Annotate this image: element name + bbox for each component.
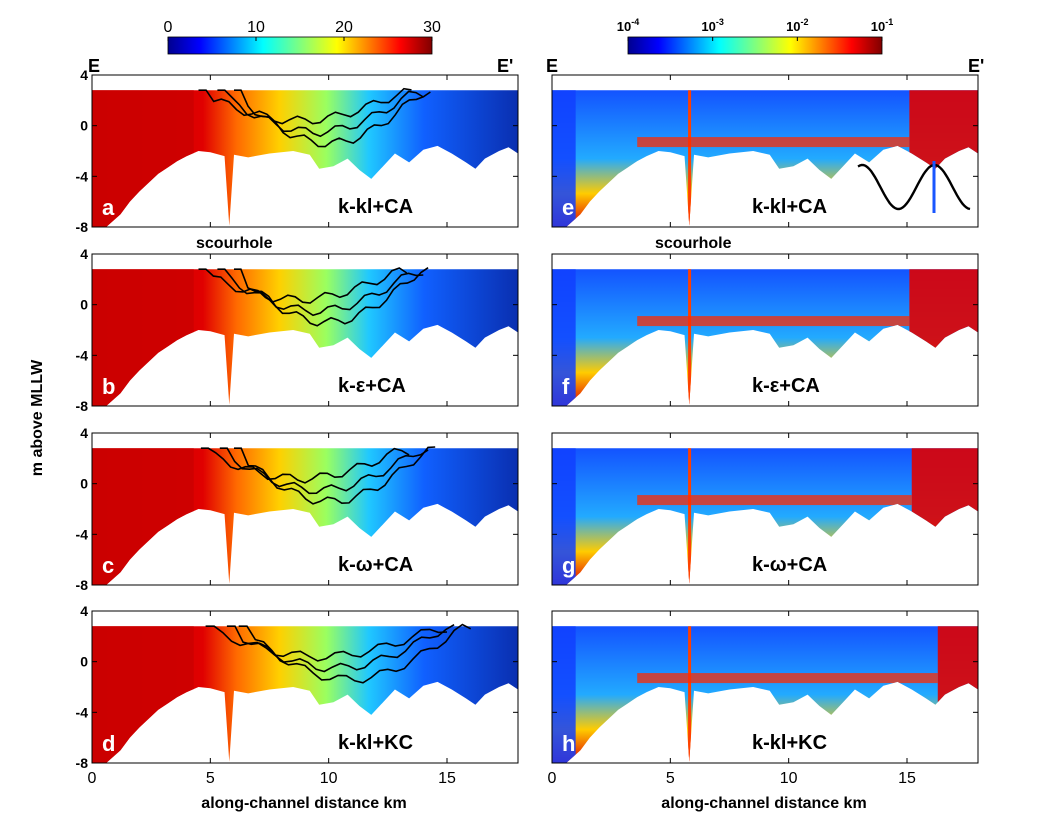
diffusivity-colorbar-label: 10-2 xyxy=(786,17,808,34)
x-tick-label: 5 xyxy=(206,770,215,787)
panel-letter: d xyxy=(102,731,115,756)
x-tick-label: 0 xyxy=(88,770,97,787)
panel-letter: c xyxy=(102,553,114,578)
diffusivity-colorbar-label: 10-4 xyxy=(617,17,639,34)
endpoint-left-salinity: E xyxy=(88,56,100,76)
isohaline xyxy=(200,447,410,484)
diffusivity-colorbar-label: 10-3 xyxy=(701,17,723,34)
model-label: k-ε+CA xyxy=(752,375,820,397)
y-tick-label: 4 xyxy=(80,425,88,441)
y-tick-label: -4 xyxy=(76,526,89,542)
salinity-colorbar-label: 30 xyxy=(423,19,441,36)
tide-curve xyxy=(857,163,971,211)
axes-frame xyxy=(551,610,979,764)
panel-letter: g xyxy=(562,553,575,578)
model-label: k-ε+CA xyxy=(338,375,406,397)
isohaline xyxy=(198,267,408,304)
heatmap-field xyxy=(92,626,518,763)
y-tick-label: -8 xyxy=(76,755,89,771)
axes-frame xyxy=(551,253,979,407)
model-label: k-ω+CA xyxy=(338,554,413,576)
model-label: k-kl+CA xyxy=(752,196,827,218)
panel-b: 4 0 -4 -8 b k-ε+CA xyxy=(76,246,519,414)
y-tick-label: -8 xyxy=(76,577,89,593)
scourhole-label-left: scourhole xyxy=(196,235,273,252)
x-tick-label: 5 xyxy=(666,770,675,787)
y-tick-label: 0 xyxy=(80,654,88,670)
isohaline xyxy=(217,268,424,317)
panel-letter: e xyxy=(562,195,574,220)
model-label: k-kl+KC xyxy=(338,732,413,754)
y-tick-label: 0 xyxy=(80,476,88,492)
panel-letter: h xyxy=(562,731,575,756)
y-tick-label: 4 xyxy=(80,67,88,83)
isohaline xyxy=(234,446,436,505)
y-tick-label: 0 xyxy=(80,118,88,134)
y-axis-label: m above MLLW xyxy=(29,359,46,476)
y-tick-label: -4 xyxy=(76,704,89,720)
axes-frame xyxy=(91,610,519,764)
y-tick-label: 4 xyxy=(80,246,88,262)
isohaline xyxy=(217,89,424,138)
salinity-colorbar: 0 10 20 30 xyxy=(164,19,441,55)
model-label: k-kl+CA xyxy=(338,196,413,218)
y-tick-label: 4 xyxy=(80,603,88,619)
y-tick-label: -4 xyxy=(76,168,89,184)
y-tick-label: 0 xyxy=(80,297,88,313)
salinity-colorbar-label: 0 xyxy=(164,19,173,36)
diffusivity-colorbar: 10-4 10-3 10-2 10-1 xyxy=(617,17,893,55)
axes-frame xyxy=(91,253,519,407)
salinity-colorbar-label: 20 xyxy=(335,19,353,36)
panel-c: 4 0 -4 -8 c k-ω+CA xyxy=(76,425,519,593)
panel-e: e k-kl+CA xyxy=(551,74,979,228)
x-axis-label-left: along-channel distance km xyxy=(201,795,406,812)
x-tick-label: 0 xyxy=(548,770,557,787)
panel-letter: b xyxy=(102,374,115,399)
isohaline xyxy=(198,87,412,125)
isohaline xyxy=(234,267,429,327)
axes-frame xyxy=(551,432,979,586)
axes-frame xyxy=(91,432,519,586)
heatmap-field xyxy=(92,269,518,406)
x-tick-label: 10 xyxy=(780,770,798,787)
axes-frame xyxy=(91,74,519,228)
panel-letter: f xyxy=(562,374,570,399)
x-axis-label-right: along-channel distance km xyxy=(661,795,866,812)
isohaline xyxy=(234,89,431,148)
diffusivity-colorbar-label: 10-1 xyxy=(871,17,893,34)
endpoint-right-diffusivity: E' xyxy=(968,56,984,76)
panel-letter: a xyxy=(102,195,115,220)
panel-f: f k-ε+CA xyxy=(551,253,979,407)
endpoint-left-diffusivity: E xyxy=(546,56,558,76)
heatmap-field xyxy=(92,90,518,227)
axes-frame xyxy=(551,74,979,228)
isohaline xyxy=(226,624,455,673)
isohaline xyxy=(219,447,429,495)
model-label: k-kl+KC xyxy=(752,732,827,754)
salinity-colorbar-label: 10 xyxy=(247,19,265,36)
y-tick-label: -4 xyxy=(76,347,89,363)
isohaline xyxy=(238,623,472,684)
y-tick-label: -8 xyxy=(76,219,89,235)
endpoint-right-salinity: E' xyxy=(497,56,513,76)
heatmap-field xyxy=(92,448,518,585)
scourhole-label-right: scourhole xyxy=(655,235,732,252)
x-tick-label: 10 xyxy=(320,770,338,787)
panel-a: 4 0 -4 -8 a k-kl+CA xyxy=(76,67,519,235)
model-label: k-ω+CA xyxy=(752,554,827,576)
isohaline xyxy=(205,625,448,662)
panel-g: g k-ω+CA xyxy=(551,432,979,586)
panel-d: 40-4-80 5 10 15d k-kl+KC xyxy=(76,603,519,787)
panel-h: 0 5 10 15 h k-kl+KC xyxy=(548,610,979,787)
x-tick-label: 15 xyxy=(438,770,456,787)
y-tick-label: -8 xyxy=(76,398,89,414)
x-tick-label: 15 xyxy=(898,770,916,787)
